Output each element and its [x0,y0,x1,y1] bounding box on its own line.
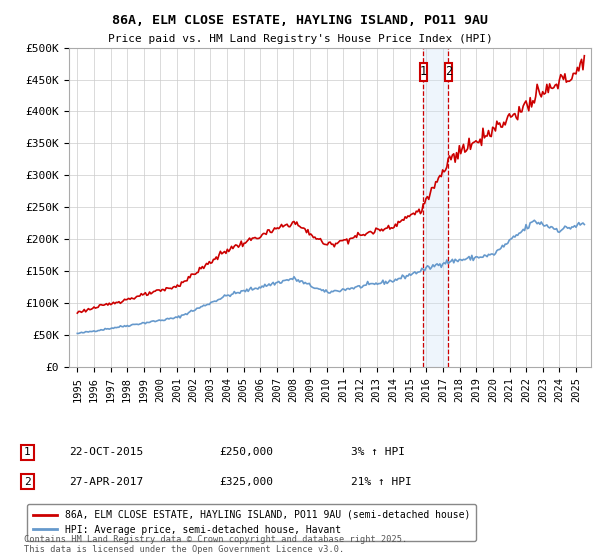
FancyBboxPatch shape [445,63,452,81]
Text: 3% ↑ HPI: 3% ↑ HPI [351,447,405,458]
Text: Contains HM Land Registry data © Crown copyright and database right 2025.
This d: Contains HM Land Registry data © Crown c… [24,535,407,554]
Text: 2: 2 [24,477,31,487]
Bar [423,48,448,367]
Text: 86A, ELM CLOSE ESTATE, HAYLING ISLAND, PO11 9AU: 86A, ELM CLOSE ESTATE, HAYLING ISLAND, P… [112,14,488,27]
Text: £250,000: £250,000 [219,447,273,458]
Text: £325,000: £325,000 [219,477,273,487]
Legend: 86A, ELM CLOSE ESTATE, HAYLING ISLAND, PO11 9AU (semi-detached house), HPI: Aver: 86A, ELM CLOSE ESTATE, HAYLING ISLAND, P… [27,504,476,540]
Text: Price paid vs. HM Land Registry's House Price Index (HPI): Price paid vs. HM Land Registry's House … [107,34,493,44]
Text: 1: 1 [24,447,31,458]
Text: 21% ↑ HPI: 21% ↑ HPI [351,477,412,487]
FancyBboxPatch shape [419,63,427,81]
Text: 2: 2 [445,66,452,78]
Text: 1: 1 [419,66,427,78]
Text: 22-OCT-2015: 22-OCT-2015 [69,447,143,458]
Text: 27-APR-2017: 27-APR-2017 [69,477,143,487]
